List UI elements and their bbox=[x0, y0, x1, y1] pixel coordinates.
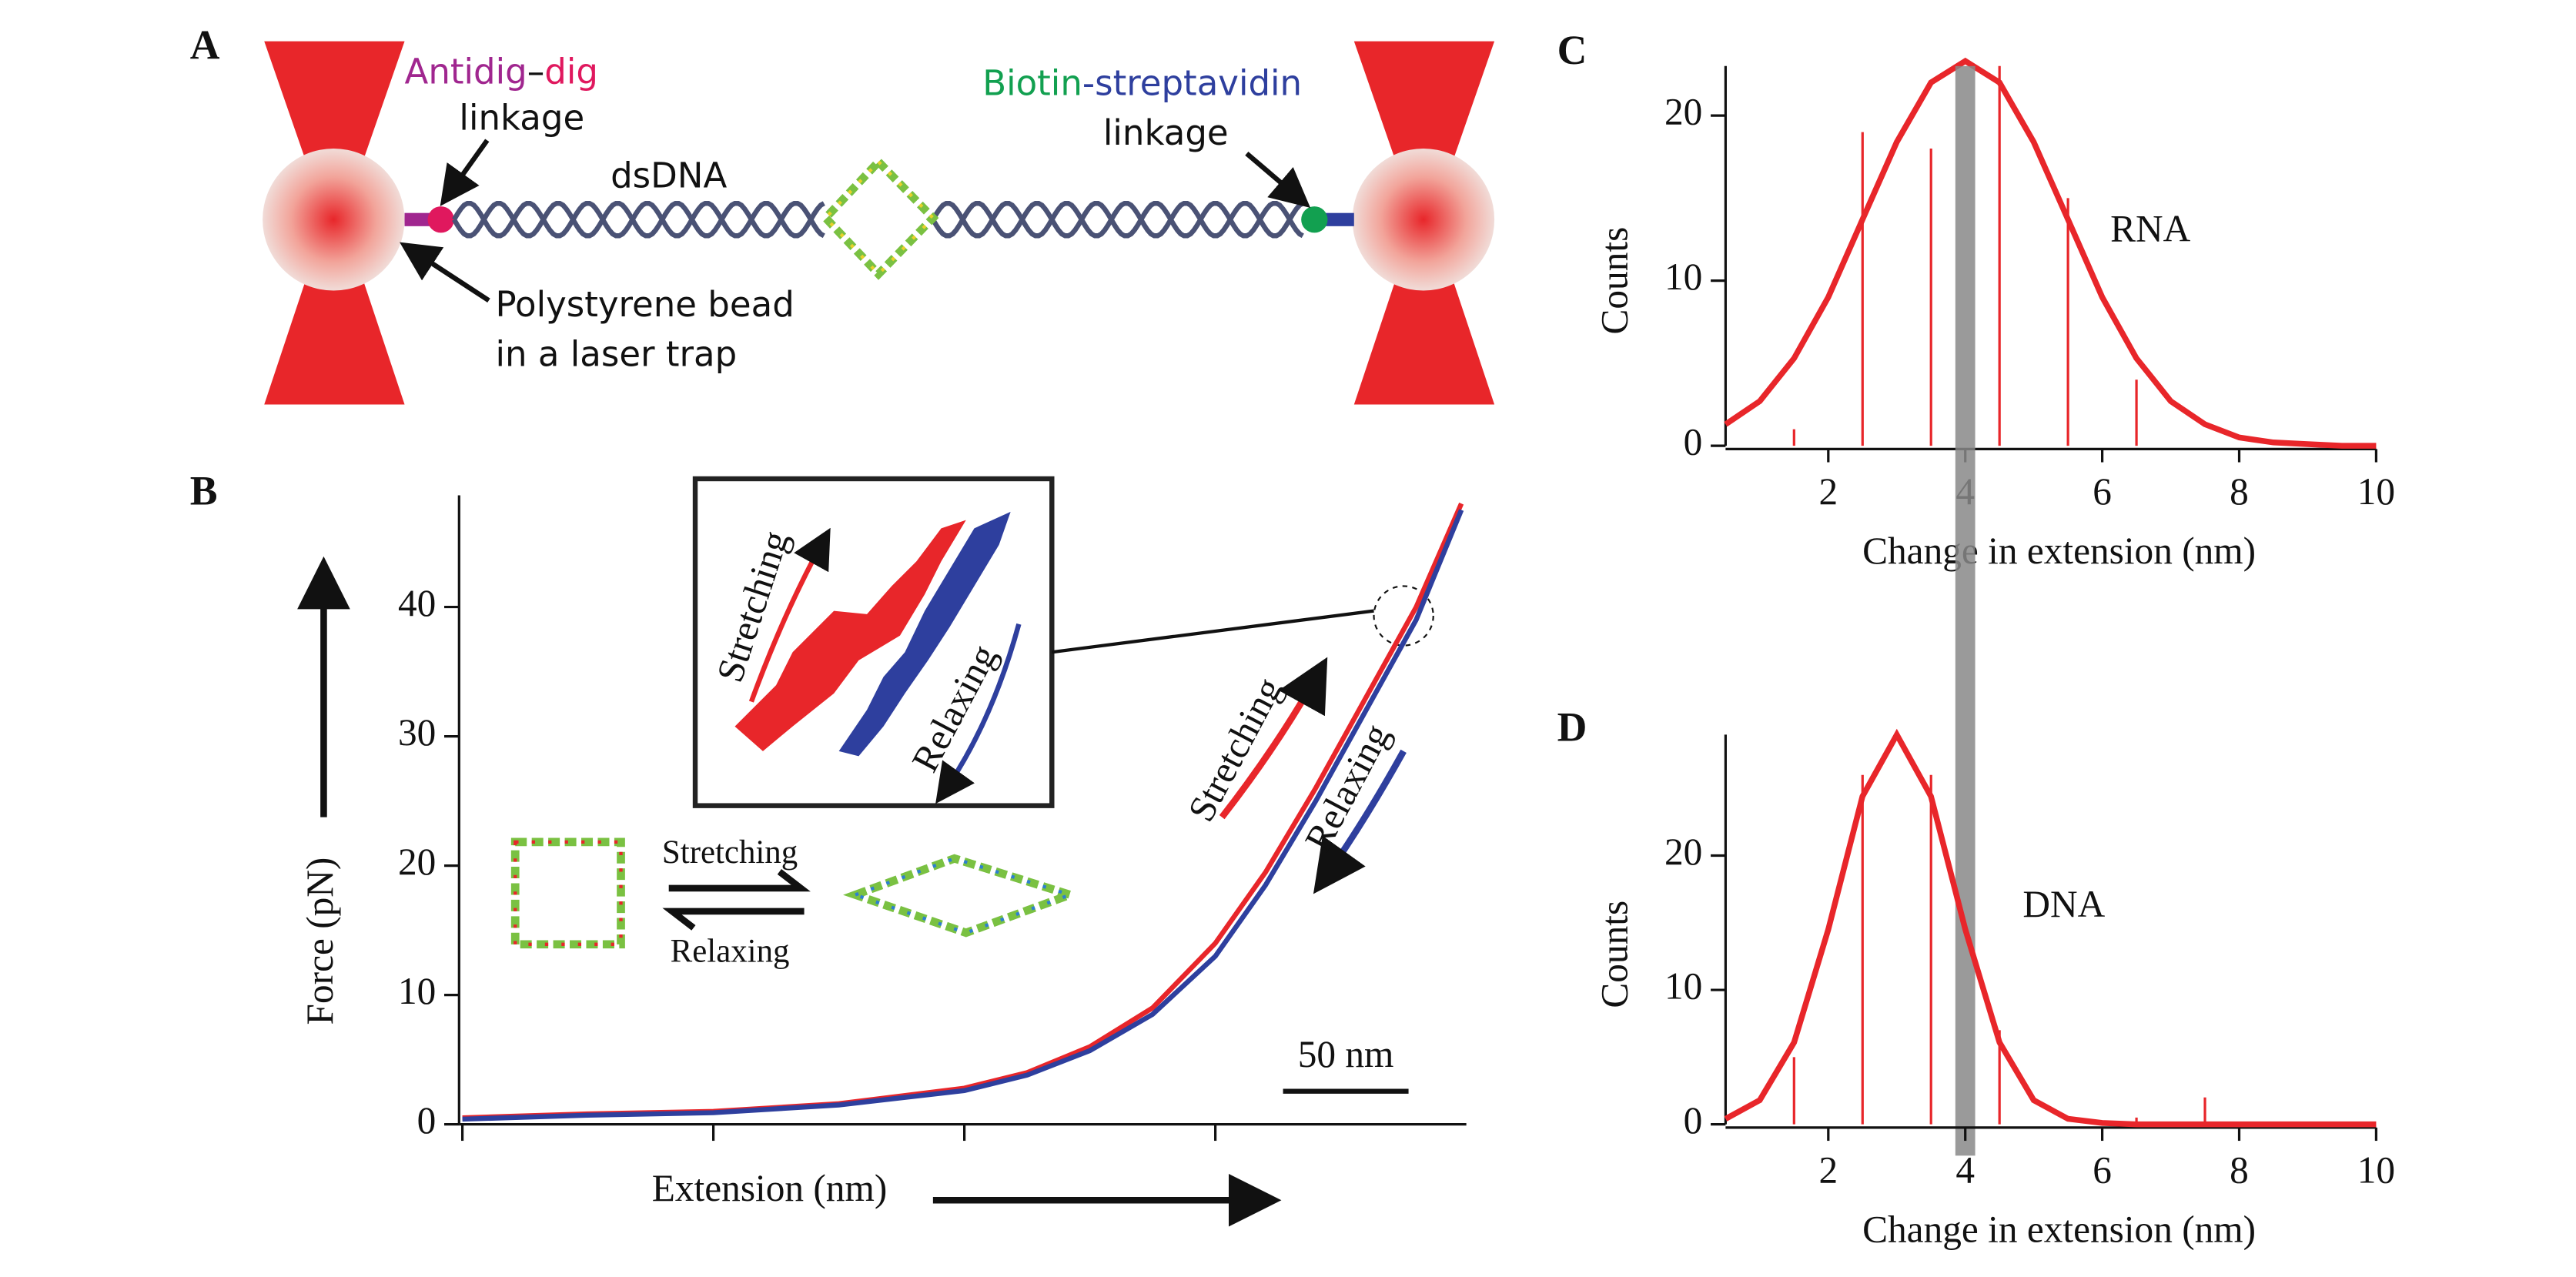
y-tick-label: 0 bbox=[1684, 420, 1703, 463]
curve-arrow bbox=[1313, 749, 1407, 894]
arrow bbox=[400, 242, 490, 303]
y-tick-label: 10 bbox=[398, 970, 436, 1012]
dsdna-helix bbox=[452, 201, 1304, 239]
x-axis-label: Extension (nm) bbox=[652, 1167, 888, 1209]
linkage-label: linkage bbox=[1103, 112, 1229, 153]
dsdna-label: dsDNA bbox=[611, 155, 727, 196]
linkage-label: Antidig–dig bbox=[405, 52, 598, 92]
y-tick-label: 20 bbox=[1664, 90, 1702, 132]
inset-arrow bbox=[748, 527, 831, 703]
label-part: – bbox=[527, 52, 545, 92]
panel-label: D bbox=[1557, 704, 1587, 750]
label-part: dig bbox=[544, 52, 598, 92]
x-axis-label: Change in extension (nm) bbox=[1862, 1208, 2256, 1250]
curve-arrow bbox=[1219, 657, 1328, 820]
panel-b-schematic bbox=[297, 476, 1434, 1227]
bead bbox=[263, 149, 405, 291]
annotation: RNA bbox=[2110, 208, 2191, 250]
strand bbox=[452, 201, 825, 239]
y-tick-label: 10 bbox=[1664, 964, 1702, 1007]
label-part: streptavidin bbox=[1095, 63, 1302, 104]
biotin bbox=[1301, 206, 1328, 233]
laser-cone bbox=[1353, 41, 1495, 405]
y-axis-label: Counts bbox=[1593, 227, 1635, 335]
panel-label: C bbox=[1557, 27, 1587, 73]
x-tick-label: 4 bbox=[1955, 1148, 1975, 1191]
scale-bar-label: 50 nm bbox=[1298, 1033, 1394, 1075]
reaction-label: Relaxing bbox=[671, 934, 790, 970]
x-tick-label: 6 bbox=[2093, 470, 2112, 513]
fit-curve bbox=[1724, 57, 2377, 449]
strand bbox=[931, 201, 1304, 239]
x-tick-label: 2 bbox=[1818, 470, 1838, 513]
reaction-arrow bbox=[668, 869, 811, 892]
label-part: Antidig bbox=[405, 52, 527, 92]
panel-label: A bbox=[190, 22, 220, 69]
linkage-label: linkage bbox=[459, 98, 584, 139]
antidig bbox=[404, 212, 435, 226]
arrow bbox=[440, 139, 490, 206]
y-tick-label: 0 bbox=[417, 1099, 437, 1142]
x-tick-label: 6 bbox=[2093, 1148, 2112, 1191]
fit-curve bbox=[1724, 728, 2377, 1128]
linkage-label: Biotin-streptavidin bbox=[982, 63, 1302, 104]
nanostructure bbox=[510, 837, 625, 949]
highlight-band bbox=[1955, 65, 1975, 1156]
y-tick-label: 20 bbox=[398, 841, 436, 883]
label-part: Biotin bbox=[982, 63, 1082, 104]
y-tick-label: 0 bbox=[1684, 1099, 1703, 1142]
x-tick-label: 8 bbox=[2230, 470, 2249, 513]
panel-label: B bbox=[190, 468, 218, 514]
force-curve bbox=[462, 509, 1464, 1122]
streptavidin bbox=[1324, 212, 1354, 226]
label-part: - bbox=[1082, 63, 1095, 104]
strand bbox=[452, 201, 825, 239]
y-tick-label: 20 bbox=[1664, 831, 1702, 873]
y-tick-label: 10 bbox=[1664, 256, 1702, 298]
inset-arrow bbox=[935, 623, 1022, 804]
laser-cone bbox=[264, 41, 405, 405]
reaction-label: Stretching bbox=[662, 834, 798, 871]
nanostructure bbox=[843, 854, 1083, 938]
trap-diagram: Antidig–dig linkage dsDNA Biotin-strepta… bbox=[263, 41, 1495, 405]
y-tick-label: 30 bbox=[398, 711, 436, 754]
nanostructure bbox=[514, 840, 623, 946]
nanostructure bbox=[850, 857, 1076, 935]
arrow bbox=[1245, 152, 1311, 209]
x-tick-label: 8 bbox=[2230, 1148, 2249, 1191]
x-tick-label: 2 bbox=[1818, 1148, 1838, 1191]
y-tick-label: 40 bbox=[398, 582, 436, 624]
zoom-circle bbox=[1373, 585, 1434, 647]
strand bbox=[931, 201, 1304, 239]
annotation: DNA bbox=[2022, 883, 2105, 925]
x-tick-label: 10 bbox=[2357, 470, 2395, 513]
bead bbox=[1352, 149, 1495, 291]
reaction-arrow bbox=[662, 908, 805, 931]
x-axis-label: Change in extension (nm) bbox=[1862, 530, 2256, 572]
connector bbox=[1052, 609, 1374, 654]
bead-label: in a laser trap bbox=[495, 333, 737, 374]
y-axis-label: Counts bbox=[1593, 901, 1635, 1008]
nanostructure bbox=[820, 155, 939, 280]
inset-trace bbox=[838, 511, 1011, 757]
inset-trace bbox=[734, 520, 966, 751]
bead-label: Polystyrene bead bbox=[495, 284, 794, 325]
x-tick-label: 10 bbox=[2357, 1148, 2395, 1191]
y-axis-label: Force (pN) bbox=[299, 857, 341, 1025]
dig bbox=[427, 206, 454, 233]
nanostructure bbox=[823, 159, 935, 277]
